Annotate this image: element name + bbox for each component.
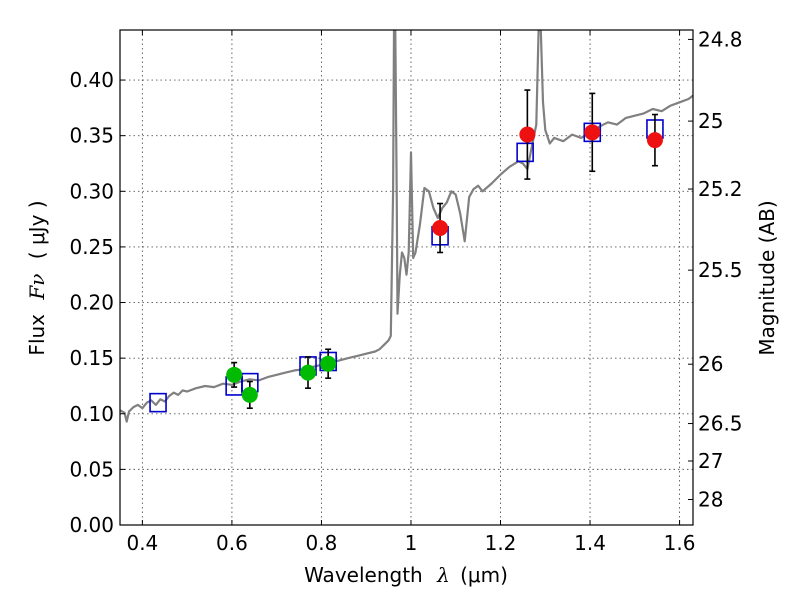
mag-tick-label: 24.8 [698,27,743,51]
mag-tick-label: 25.5 [698,258,743,282]
x-tick-label: 1 [405,531,418,555]
tick-layer: 0.4 0.6 0.8 1 1.2 1.4 1.6 0.00 0.05 0.10 0.15 0.20 0… [69,27,742,555]
green-data-point [226,366,243,383]
x-tick-label: 0.4 [126,531,158,555]
x-axis-label-unit: (μm) [460,563,508,587]
mag-tick-label: 26 [698,352,723,376]
red-data-point [646,132,663,149]
mag-tick-label: 27 [698,449,723,473]
x-axis-label: Wavelength λ (μm) [304,563,508,587]
y-axis-label-symbol: Fν [25,274,49,301]
grid-layer [120,30,693,526]
y-tick-label: 0.20 [69,291,114,315]
y-tick-label: 0.10 [69,402,114,426]
y-tick-label: 0.05 [69,457,114,481]
data-layer [120,30,693,423]
mag-tick-label: 28 [698,488,723,512]
mag-tick-label: 25 [698,109,723,133]
green-data-point [241,386,258,403]
y-tick-label: 0.35 [69,124,114,148]
x-tick-label: 1.4 [574,531,606,555]
model-photometry-square [149,392,167,413]
plot-frame [119,29,694,526]
x-axis-label-prefix: Wavelength [304,563,423,587]
y-axis-label: Flux Fν ( μJy ) [25,200,49,355]
sed-line [120,30,693,423]
red-data-point [584,124,601,141]
x-tick-label: 1.2 [485,531,517,555]
y-tick-label: 0.30 [69,179,114,203]
y-tick-label: 0.15 [69,346,114,370]
mag-tick-label: 25.2 [698,177,743,201]
x-tick-label: 1.6 [664,531,696,555]
green-data-point [300,364,317,381]
y-tick-label: 0.00 [69,513,114,537]
y-tick-label: 0.40 [69,68,114,92]
red-data-point [519,126,536,143]
red-data-point [432,220,449,236]
mag-tick-label: 26.5 [698,412,743,436]
green-data-point [320,355,337,372]
y-axis-label-prefix: Flux [25,314,49,356]
x-tick-label: 0.8 [306,531,338,555]
x-tick-label: 0.6 [216,531,248,555]
model-photometry-square [516,142,534,163]
y-axis-label-unit: ( μJy ) [25,200,49,259]
x-axis-label-symbol: λ [436,563,450,587]
y-tick-label: 0.25 [69,235,114,259]
y2-axis-label: Magnitude (AB) [755,200,779,355]
